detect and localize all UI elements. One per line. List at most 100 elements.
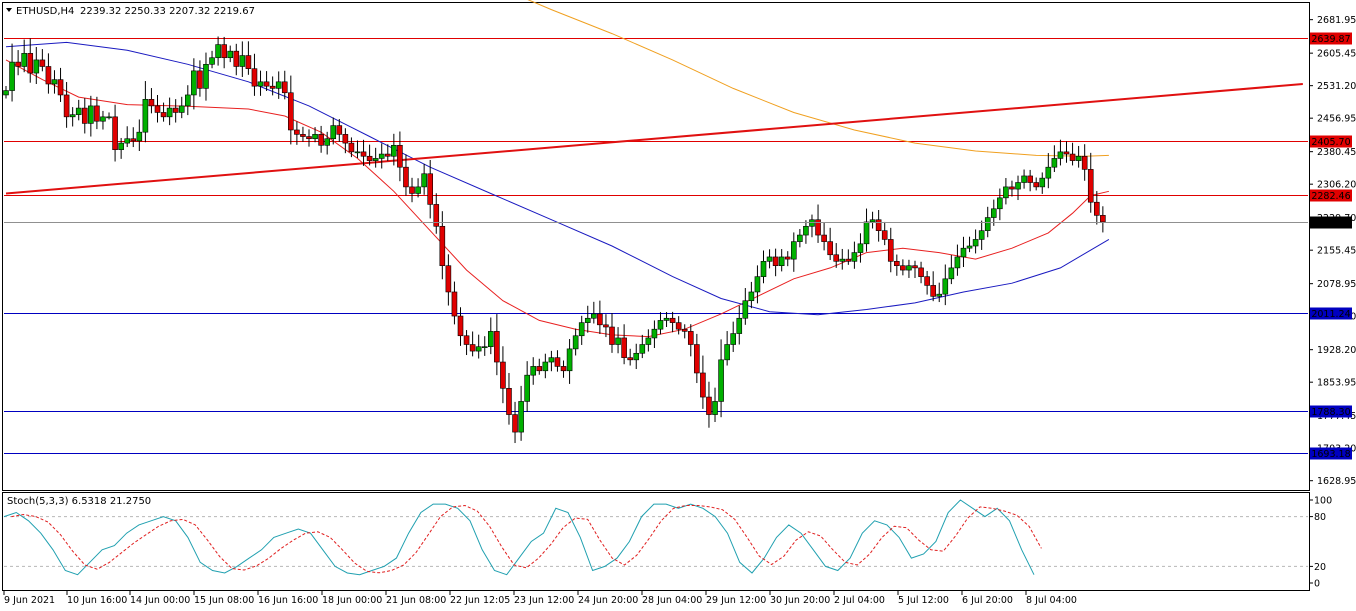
candle-body (1051, 158, 1058, 168)
candle-body (718, 359, 724, 402)
stoch-tick-label: 0 (1314, 579, 1320, 590)
candle-body (154, 105, 161, 113)
level-label: 2405.70 (1311, 137, 1350, 148)
level-label: 1788.30 (1311, 407, 1350, 418)
candle-body (948, 267, 955, 280)
candle-body (27, 53, 34, 74)
candle-body (469, 344, 476, 352)
candle-body (730, 333, 737, 345)
candle-body (591, 313, 597, 319)
candle-body (433, 204, 440, 227)
candle-body (409, 186, 415, 194)
candle-body (51, 79, 58, 85)
candle-body (924, 276, 930, 286)
time-tick-label: 9 Jun 2021 (4, 595, 55, 606)
candle-body (742, 300, 749, 319)
candle-body (663, 317, 670, 321)
candle-body (772, 256, 779, 267)
candle-body (960, 247, 967, 258)
candle-body (106, 116, 112, 119)
time-tick-label: 6 Jul 20:00 (962, 595, 1013, 606)
candle-body (39, 59, 46, 67)
candle-body (463, 335, 470, 345)
candle-body (160, 112, 167, 118)
candle-body (966, 245, 973, 249)
candle-body (560, 366, 567, 372)
time-tick-label: 18 Jun 00:00 (322, 595, 382, 606)
stoch-tick-label: 100 (1314, 496, 1332, 507)
time-tick-label: 21 Jun 08:00 (386, 595, 446, 606)
price-tick-label: 2531.20 (1317, 81, 1356, 92)
candle-body (657, 320, 664, 330)
time-axis[interactable]: 9 Jun 2021 10 Jun 16:00 14 Jun 00:00 15 Jun… (3, 591, 1077, 606)
time-tick-label: 15 Jun 08:00 (194, 595, 254, 606)
candle-body (566, 348, 573, 372)
candle-body (203, 63, 209, 89)
candle-body (227, 50, 234, 59)
candle-body (1021, 175, 1027, 183)
candle-body (651, 328, 658, 339)
stochastic-axis: 100 80 20 0 (1309, 496, 1332, 590)
current-price-box (1310, 216, 1352, 229)
level-label: 1693.18 (1311, 449, 1350, 460)
candle-body (185, 94, 191, 107)
candle-body (294, 129, 300, 135)
candle-body (487, 331, 494, 348)
level-label: 2282.46 (1311, 191, 1350, 202)
level-label: 2639.87 (1311, 34, 1350, 45)
price-tick-label: 1853.95 (1317, 378, 1356, 389)
candle-body (100, 116, 106, 122)
candle-body (524, 374, 530, 402)
candle-body (518, 401, 524, 433)
candle-body (209, 57, 215, 65)
candle-body (918, 267, 924, 277)
candle-body (536, 366, 543, 372)
candle-body (809, 219, 815, 227)
candle-body (997, 197, 1003, 210)
candle-body (1039, 177, 1046, 188)
candle-body (427, 173, 434, 205)
candle-body (887, 239, 894, 262)
candle-body (142, 99, 149, 133)
candle-body (633, 352, 640, 361)
candle-body (81, 107, 88, 124)
stochastic-layer (3, 499, 1308, 576)
candle-body (578, 322, 585, 337)
candle-body (257, 81, 264, 87)
candle-body (391, 144, 397, 157)
candle-body (706, 396, 712, 415)
time-tick-label: 2 Jul 04:00 (834, 595, 885, 606)
candle-body (445, 265, 452, 293)
candle-body (821, 234, 827, 242)
candle-body (681, 328, 688, 332)
candle-body (869, 219, 876, 223)
candle-body (639, 344, 646, 354)
candle-body (366, 155, 373, 161)
candle-body (797, 234, 803, 242)
triangle-down-icon[interactable] (6, 8, 12, 12)
candle-body (597, 313, 603, 326)
level-label: 2011.24 (1311, 309, 1350, 320)
time-tick-label: 5 Jul 12:00 (898, 595, 949, 606)
candle-body (457, 315, 464, 337)
candle-body (724, 344, 730, 361)
candle-body (839, 258, 846, 262)
time-tick-label: 24 Jun 20:00 (578, 595, 638, 606)
candle-body (354, 151, 361, 154)
candle-body (1087, 169, 1094, 203)
candle-body (136, 131, 143, 142)
candle-body (1100, 215, 1106, 223)
symbol-timeframe: ETHUSD,H4 (16, 6, 74, 17)
candle-body (990, 208, 997, 218)
candle-body (530, 366, 537, 376)
time-tick-label: 14 Jun 00:00 (130, 595, 190, 606)
candle-body (875, 219, 882, 231)
candle-body (815, 219, 821, 236)
candle-body (403, 166, 409, 188)
candle-body (15, 61, 21, 67)
level-label-box (1310, 189, 1352, 202)
candle-body (954, 256, 961, 269)
candle-body (342, 134, 349, 144)
candle-body (269, 85, 276, 89)
